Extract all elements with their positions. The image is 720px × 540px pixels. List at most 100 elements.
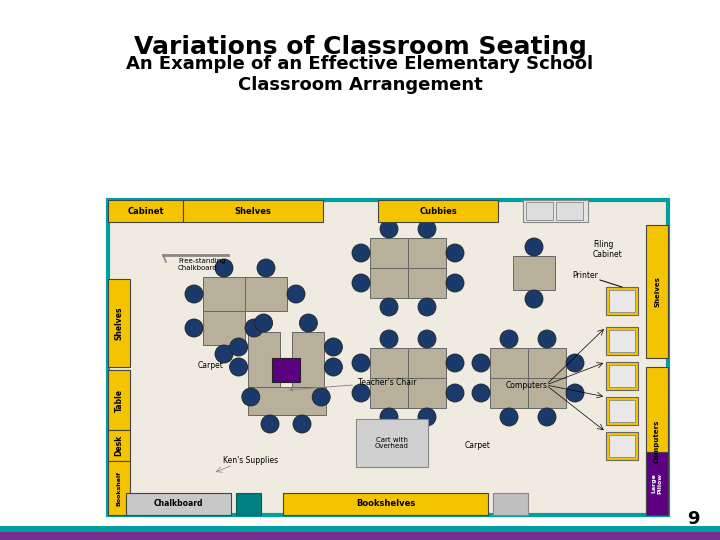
Bar [236, 493, 261, 515]
Bar [292, 332, 325, 387]
Text: An Example of an Effective Elementary School
Classroom Arrangement: An Example of an Effective Elementary Sc… [127, 55, 593, 94]
Bar [490, 348, 528, 378]
Circle shape [566, 384, 584, 402]
Circle shape [418, 330, 436, 348]
Bar [609, 330, 635, 352]
Circle shape [185, 285, 203, 303]
Circle shape [312, 388, 330, 406]
Circle shape [380, 408, 398, 426]
Circle shape [352, 384, 370, 402]
Bar [370, 268, 408, 298]
Circle shape [185, 319, 203, 337]
Circle shape [380, 298, 398, 316]
Bar [272, 358, 300, 382]
Bar [408, 378, 446, 408]
Circle shape [293, 415, 311, 433]
Circle shape [418, 298, 436, 316]
Text: Large
Pillow: Large Pillow [652, 473, 662, 494]
Circle shape [215, 259, 233, 277]
Bar [126, 493, 231, 515]
Bar [248, 387, 325, 415]
Bar [528, 348, 566, 378]
Bar [356, 419, 428, 467]
Bar [606, 397, 638, 425]
Bar [245, 277, 287, 311]
Circle shape [261, 415, 279, 433]
Bar [378, 200, 498, 222]
Bar [523, 200, 588, 222]
Bar [283, 493, 488, 515]
Circle shape [300, 314, 318, 332]
Bar [526, 202, 553, 220]
Bar [408, 238, 446, 268]
Circle shape [538, 408, 556, 426]
Circle shape [325, 338, 343, 356]
Bar [646, 452, 668, 515]
Bar [556, 202, 583, 220]
Circle shape [245, 319, 263, 337]
Circle shape [255, 314, 273, 332]
Bar [609, 435, 635, 457]
Circle shape [446, 354, 464, 372]
Bar [0, 532, 720, 540]
Bar [108, 370, 130, 430]
Text: Carpet: Carpet [465, 441, 491, 449]
Text: Printer: Printer [572, 271, 598, 280]
Circle shape [446, 384, 464, 402]
Text: Chalkboard: Chalkboard [154, 500, 203, 509]
Bar [606, 287, 638, 315]
Circle shape [352, 244, 370, 262]
Bar [646, 367, 668, 515]
Text: Variations of Classroom Seating: Variations of Classroom Seating [134, 35, 586, 59]
Bar [490, 378, 528, 408]
Text: Computers: Computers [654, 419, 660, 463]
Bar [370, 348, 408, 378]
Circle shape [215, 345, 233, 363]
Text: Bookshelf: Bookshelf [117, 471, 122, 505]
Circle shape [566, 354, 584, 372]
Text: Cart with
Overhead: Cart with Overhead [375, 436, 409, 449]
Circle shape [352, 274, 370, 292]
Text: Free-standing
Chalkboard: Free-standing Chalkboard [178, 258, 225, 271]
Text: Shelves: Shelves [114, 306, 124, 340]
FancyBboxPatch shape [108, 200, 668, 515]
Bar [108, 279, 130, 367]
Bar [183, 200, 323, 222]
Circle shape [230, 338, 248, 356]
Bar [0, 526, 720, 532]
Bar [248, 332, 279, 387]
Circle shape [446, 274, 464, 292]
Circle shape [525, 290, 543, 308]
Text: Shelves: Shelves [235, 206, 271, 215]
Circle shape [242, 388, 260, 406]
Bar [370, 238, 408, 268]
Text: Ken's Supplies: Ken's Supplies [223, 456, 278, 465]
Text: Teacher's Chair: Teacher's Chair [289, 378, 416, 391]
Bar [609, 400, 635, 422]
Bar [609, 290, 635, 312]
Bar [370, 378, 408, 408]
Bar [203, 311, 245, 345]
Bar [606, 362, 638, 390]
Circle shape [418, 220, 436, 238]
Circle shape [500, 330, 518, 348]
Bar [203, 277, 245, 311]
Bar [606, 432, 638, 460]
Text: Bookshelves: Bookshelves [356, 500, 415, 509]
Circle shape [380, 220, 398, 238]
Bar [513, 256, 555, 290]
Text: Carpet: Carpet [198, 361, 224, 369]
Bar [408, 348, 446, 378]
Text: Desk: Desk [114, 435, 124, 456]
Circle shape [472, 384, 490, 402]
Circle shape [257, 259, 275, 277]
Bar [646, 225, 668, 357]
Bar [493, 493, 528, 515]
Circle shape [380, 330, 398, 348]
Circle shape [418, 408, 436, 426]
Circle shape [525, 238, 543, 256]
Circle shape [287, 285, 305, 303]
Text: Table: Table [114, 388, 124, 411]
Bar [408, 268, 446, 298]
Text: Computers: Computers [506, 381, 548, 389]
